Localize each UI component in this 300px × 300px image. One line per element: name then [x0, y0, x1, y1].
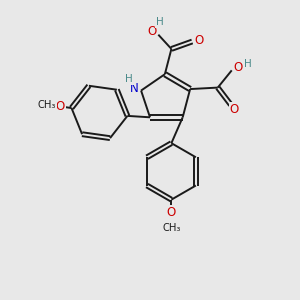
Text: O: O	[230, 103, 239, 116]
Text: O: O	[56, 100, 65, 113]
Text: H: H	[125, 74, 133, 84]
Text: O: O	[194, 34, 203, 46]
Text: H: H	[244, 59, 252, 69]
Text: N: N	[130, 82, 139, 95]
Text: H: H	[156, 17, 164, 27]
Text: O: O	[147, 25, 156, 38]
Text: CH₃: CH₃	[162, 223, 181, 232]
Text: O: O	[167, 206, 176, 219]
Text: CH₃: CH₃	[37, 100, 56, 110]
Text: O: O	[234, 61, 243, 74]
